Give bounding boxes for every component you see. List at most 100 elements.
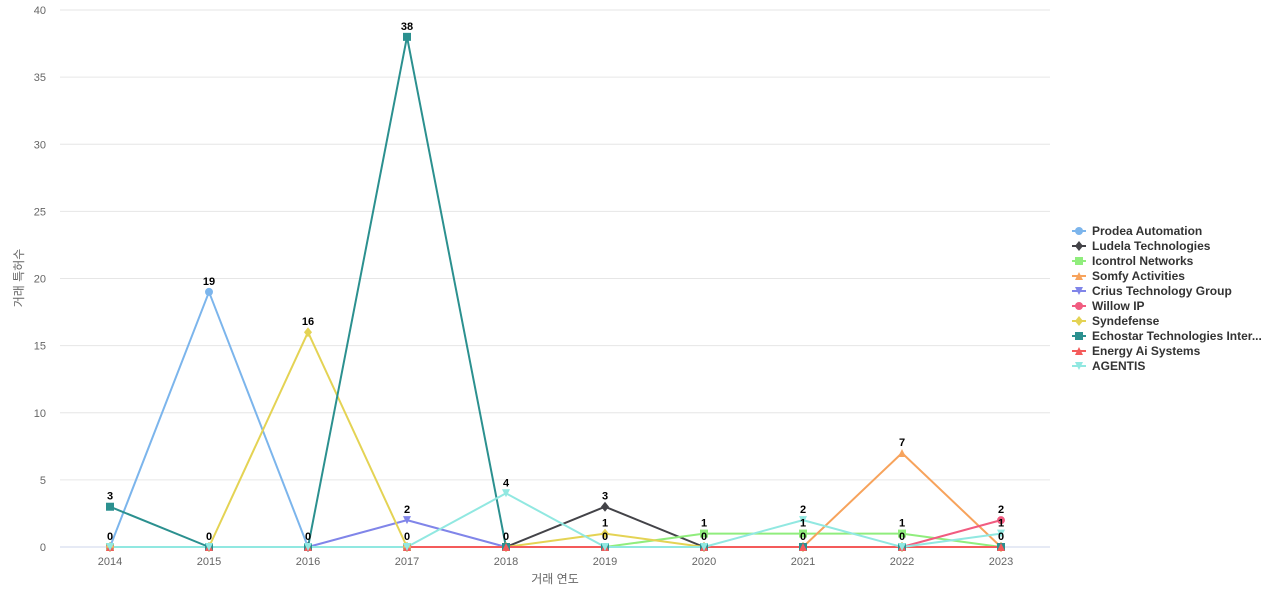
series-point: [205, 287, 213, 296]
data-label: 1: [998, 518, 1004, 530]
data-label: 1: [701, 518, 707, 530]
series-point: [205, 543, 213, 551]
series-point: [997, 529, 1005, 538]
series-line: [110, 492, 1002, 548]
legend-item[interactable]: Icontrol Networks: [1072, 254, 1194, 268]
legend-item[interactable]: Syndefense: [1072, 314, 1160, 328]
legend-item[interactable]: Prodea Automation: [1072, 224, 1202, 238]
y-tick-label: 40: [34, 5, 46, 17]
x-tick-label: 2017: [395, 556, 419, 568]
data-label: 4: [503, 477, 510, 489]
x-tick-label: 2016: [296, 556, 320, 568]
x-tick-label: 2015: [197, 556, 221, 568]
x-tick-label: 2023: [989, 556, 1013, 568]
data-label: 3: [107, 491, 113, 503]
series-point: [898, 529, 906, 538]
x-tick-label: 2021: [791, 556, 815, 568]
data-label: 0: [503, 531, 509, 543]
series-line: [110, 331, 1001, 548]
x-tick-label: 2019: [593, 556, 617, 568]
legend-marker: [1075, 227, 1083, 235]
data-label: 0: [107, 531, 113, 543]
legend-item[interactable]: Energy Ai Systems: [1072, 344, 1201, 358]
series-point: [601, 528, 609, 539]
data-label: 16: [302, 316, 314, 328]
data-label: 0: [602, 531, 608, 543]
legend-marker: [1075, 302, 1083, 310]
series-point: [502, 543, 510, 551]
series-point: [502, 489, 510, 498]
legend-label: Echostar Technologies Inter...: [1092, 329, 1262, 343]
data-label: 0: [899, 531, 905, 543]
legend-item[interactable]: Ludela Technologies: [1072, 239, 1211, 253]
legend-marker: [1075, 287, 1083, 295]
y-tick-label: 35: [34, 72, 46, 84]
series-point: [700, 543, 708, 551]
series-point: [799, 543, 807, 551]
series-point: [601, 543, 609, 551]
data-label: 0: [701, 531, 707, 543]
series-point: [403, 516, 411, 525]
data-label: 38: [401, 21, 413, 33]
legend-item[interactable]: Willow IP: [1072, 299, 1145, 313]
legend-label: Energy Ai Systems: [1092, 344, 1201, 358]
legend-label: Somfy Activities: [1092, 269, 1185, 283]
data-label: 0: [305, 531, 311, 543]
data-label: 1: [602, 518, 608, 530]
data-label: 0: [404, 531, 410, 543]
data-label: 0: [800, 531, 806, 543]
legend-marker: [1075, 347, 1083, 355]
data-label: 2: [998, 504, 1004, 516]
legend-label: Syndefense: [1092, 314, 1160, 328]
data-label: 3: [602, 491, 608, 503]
series-point: [997, 543, 1005, 551]
y-tick-label: 10: [34, 408, 46, 420]
y-axis: 0 5 10 15 20 25 30 35 40: [34, 5, 46, 554]
series-point: [799, 516, 807, 525]
series-point: [799, 529, 807, 538]
y-tick-label: 15: [34, 341, 46, 353]
legend-marker: [1075, 241, 1083, 251]
legend-marker: [1075, 316, 1083, 326]
y-tick-label: 25: [34, 206, 46, 218]
series-line: [109, 290, 1001, 548]
data-label: 1: [899, 518, 905, 530]
legend-item[interactable]: Somfy Activities: [1072, 269, 1185, 283]
legend-item[interactable]: Echostar Technologies Inter...: [1072, 329, 1262, 343]
legend-label: Icontrol Networks: [1092, 254, 1194, 268]
series-point: [898, 449, 906, 458]
series-lines: [109, 35, 1002, 548]
y-tick-label: 5: [40, 475, 46, 487]
legend-item[interactable]: AGENTIS: [1072, 359, 1145, 373]
legend-marker: [1075, 257, 1083, 265]
series-markers: [106, 32, 1005, 552]
x-tick-label: 2020: [692, 556, 716, 568]
legend-marker: [1075, 362, 1083, 370]
y-tick-label: 0: [40, 542, 46, 554]
x-tick-label: 2018: [494, 556, 518, 568]
series-point: [700, 529, 708, 538]
legend-item[interactable]: Crius Technology Group: [1072, 284, 1232, 298]
data-label: 7: [899, 437, 905, 449]
legend-label: AGENTIS: [1092, 359, 1145, 373]
series-point: [403, 543, 411, 551]
data-label: 1: [800, 518, 806, 530]
legend-label: Willow IP: [1092, 299, 1145, 313]
data-label: 2: [404, 504, 410, 516]
series-point: [304, 327, 312, 338]
y-tick-label: 20: [34, 274, 46, 286]
legend-label: Crius Technology Group: [1092, 284, 1232, 298]
y-axis-title: 거래 특허수: [12, 249, 26, 308]
y-tick-label: 30: [34, 139, 46, 151]
series-point: [997, 516, 1005, 525]
x-tick-label: 2014: [98, 556, 122, 568]
data-label: 2: [800, 504, 806, 516]
series-point: [106, 543, 114, 551]
data-label: 0: [998, 531, 1004, 543]
legend-marker: [1075, 332, 1083, 340]
data-label: 19: [203, 276, 215, 288]
